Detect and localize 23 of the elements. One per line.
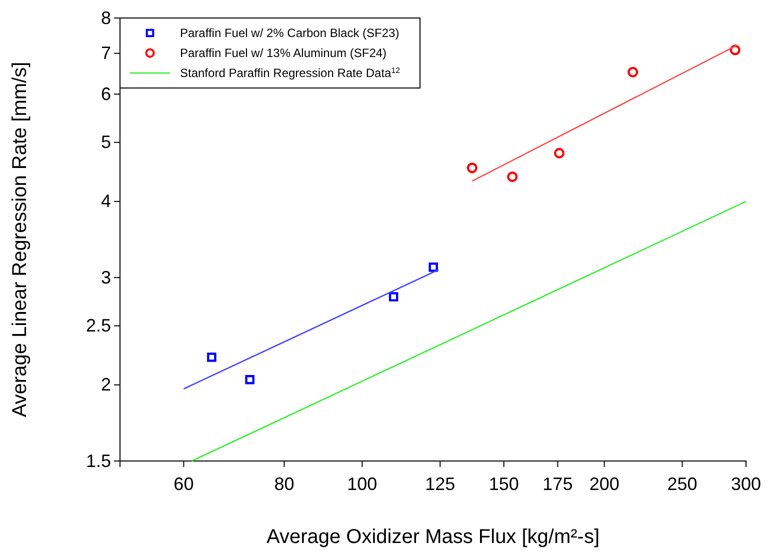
- y-tick-label: 7: [100, 43, 111, 64]
- y-tick-label: 3: [100, 267, 111, 288]
- x-tick-label: 150: [488, 474, 519, 494]
- y-tick-label: 2: [100, 374, 111, 395]
- x-tick-label: 250: [667, 474, 698, 494]
- x-tick-label: 80: [274, 474, 294, 494]
- y-tick-label: 6: [100, 84, 111, 104]
- x-tick-label: 175: [542, 474, 573, 494]
- legend-label: Paraffin Fuel w/ 2% Carbon Black (SF23): [180, 26, 400, 40]
- y-tick-label: 8: [100, 8, 111, 28]
- y-tick-label: 5: [100, 132, 111, 152]
- x-axis-title: Average Oxidizer Mass Flux [kg/m²-s]: [266, 526, 600, 548]
- x-tick-label: 300: [730, 474, 762, 494]
- x-tick-label: 60: [174, 474, 194, 494]
- y-tick-label: 4: [100, 191, 111, 212]
- y-tick-label: 1.5: [86, 450, 111, 471]
- x-tick-label: 100: [347, 474, 378, 494]
- x-tick-label: 200: [589, 474, 620, 494]
- y-tick-label: 2.5: [86, 316, 111, 336]
- legend-label: Stanford Paraffin Regression Rate Data$^{12}$: [180, 66, 400, 80]
- y-axis-title: Average Linear Regression Rate [mm/s]: [9, 62, 31, 418]
- x-tick-label: 125: [425, 474, 456, 494]
- legend-label: Paraffin Fuel w/ 13% Aluminum (SF24): [180, 46, 387, 60]
